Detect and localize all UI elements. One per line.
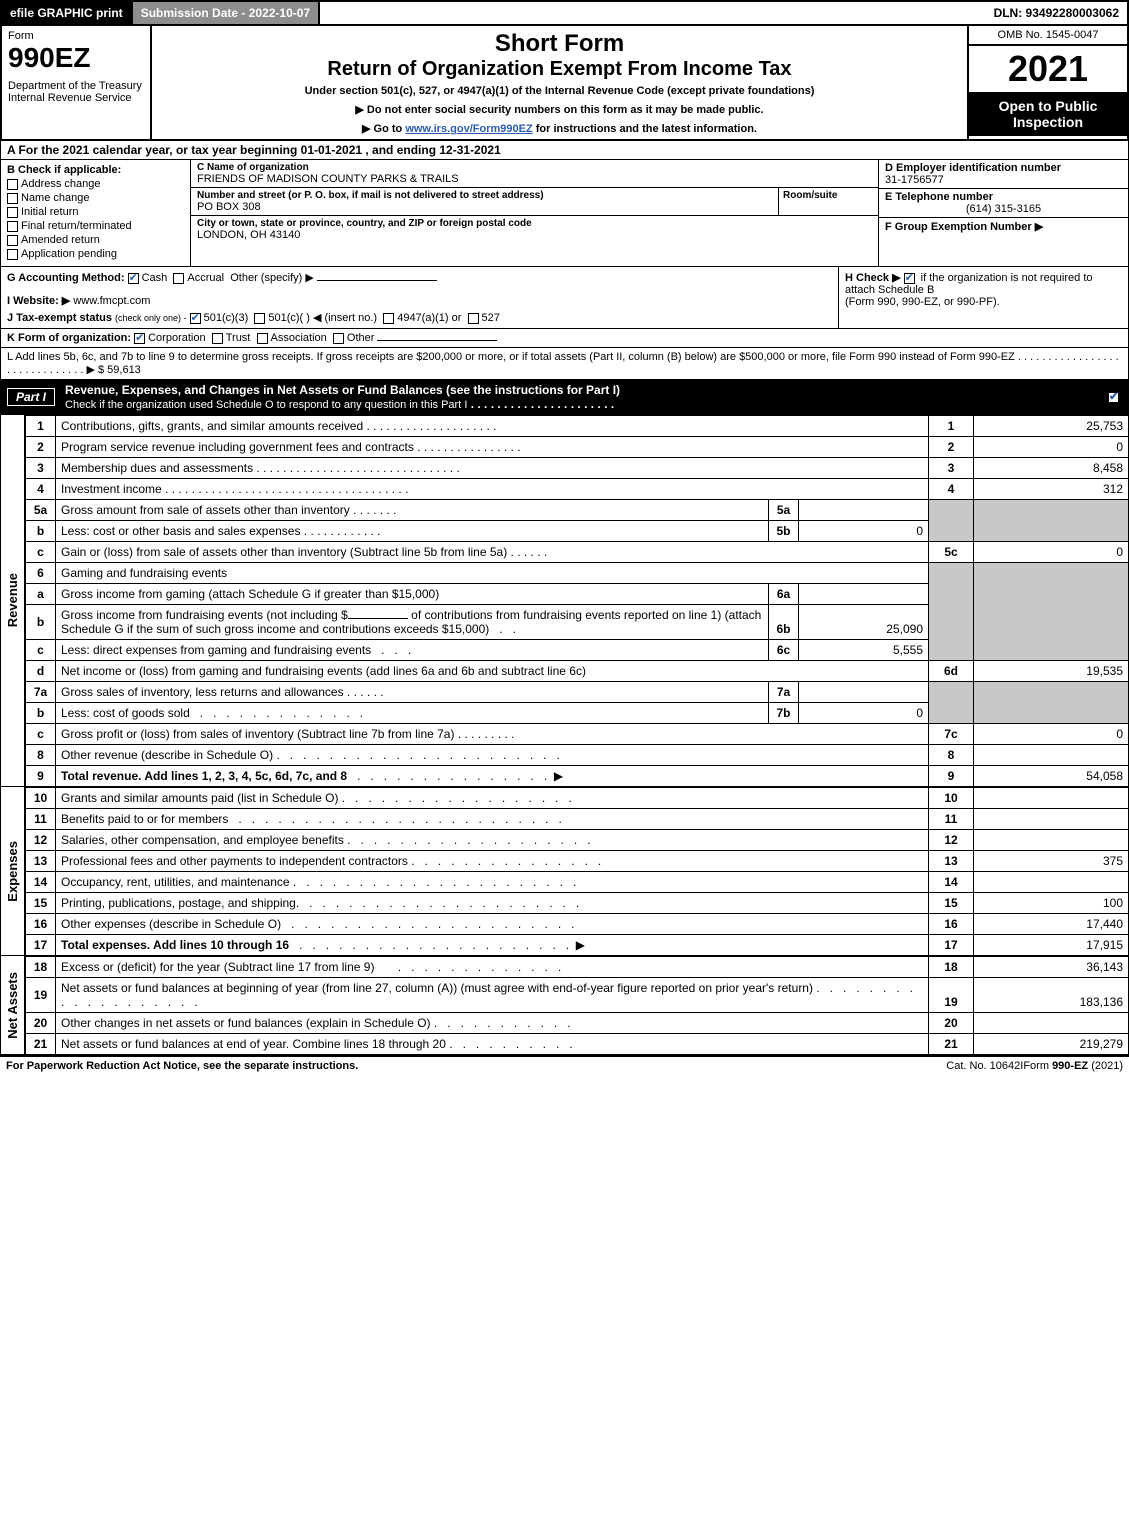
line-11: 11Benefits paid to or for members . . . … — [26, 809, 1129, 830]
row-k: K Form of organization: Corporation Trus… — [0, 329, 1129, 348]
expenses-table: 10Grants and similar amounts paid (list … — [25, 787, 1129, 956]
page-footer: For Paperwork Reduction Act Notice, see … — [0, 1055, 1129, 1075]
subtitle-warning: ▶ Do not enter social security numbers o… — [158, 103, 961, 116]
net-assets-table: 18Excess or (deficit) for the year (Subt… — [25, 956, 1129, 1055]
chk-cash[interactable] — [128, 273, 139, 284]
omb-number: OMB No. 1545-0047 — [969, 26, 1127, 46]
street-label: Number and street (or P. O. box, if mail… — [197, 190, 778, 201]
chk-501c[interactable] — [254, 313, 265, 324]
tax-year: 2021 — [969, 46, 1127, 92]
revenue-label: Revenue — [5, 573, 20, 627]
net-assets-section: Net Assets 18Excess or (deficit) for the… — [0, 956, 1129, 1055]
line-7c: cGross profit or (loss) from sales of in… — [26, 724, 1129, 745]
expenses-label: Expenses — [5, 841, 20, 902]
line-4: 4Investment income . . . . . . . . . . .… — [26, 479, 1129, 500]
line-18: 18Excess or (deficit) for the year (Subt… — [26, 957, 1129, 978]
form-number: 990EZ — [8, 42, 144, 74]
check-applicable-label: B Check if applicable: — [7, 164, 184, 176]
website: www.fmcpt.com — [73, 295, 150, 307]
ein: 31-1756577 — [885, 174, 1122, 186]
street: PO BOX 308 — [197, 201, 778, 213]
row-l: L Add lines 5b, 6c, and 7b to line 9 to … — [0, 348, 1129, 380]
room-label: Room/suite — [783, 190, 878, 201]
part-i-header: Part I Revenue, Expenses, and Changes in… — [0, 380, 1129, 415]
line-13: 13Professional fees and other payments t… — [26, 851, 1129, 872]
org-name: FRIENDS OF MADISON COUNTY PARKS & TRAILS — [197, 173, 872, 185]
line-14: 14Occupancy, rent, utilities, and mainte… — [26, 872, 1129, 893]
h-check-pre: H Check ▶ — [845, 272, 901, 284]
line-5a: 5aGross amount from sale of assets other… — [26, 500, 1129, 521]
section-gh: G Accounting Method: Cash Accrual Other … — [0, 267, 1129, 329]
tax-exempt-label: J Tax-exempt status — [7, 312, 112, 324]
dln: DLN: 93492280003062 — [986, 2, 1127, 24]
line-8: 8Other revenue (describe in Schedule O) … — [26, 745, 1129, 766]
chk-527[interactable] — [468, 313, 479, 324]
chk-501c3[interactable] — [190, 313, 201, 324]
line-20: 20Other changes in net assets or fund ba… — [26, 1013, 1129, 1034]
chk-name-change[interactable]: Name change — [7, 192, 184, 204]
chk-schedule-o[interactable] — [1108, 392, 1119, 403]
chk-corporation[interactable] — [134, 333, 145, 344]
tel-label: E Telephone number — [885, 191, 1122, 203]
irs-link[interactable]: www.irs.gov/Form990EZ — [405, 123, 532, 135]
tel: (614) 315-3165 — [885, 203, 1122, 215]
revenue-section: Revenue 1Contributions, gifts, grants, a… — [0, 415, 1129, 787]
line-9: 9Total revenue. Add lines 1, 2, 3, 4, 5c… — [26, 766, 1129, 787]
part-i-label: Part I — [7, 388, 55, 406]
chk-trust[interactable] — [212, 333, 223, 344]
footer-catno: Cat. No. 10642I — [946, 1060, 1023, 1072]
line-12: 12Salaries, other compensation, and empl… — [26, 830, 1129, 851]
line-7a: 7aGross sales of inventory, less returns… — [26, 682, 1129, 703]
form-label: Form — [8, 30, 144, 42]
footer-notice: For Paperwork Reduction Act Notice, see … — [6, 1060, 946, 1072]
expenses-section: Expenses 10Grants and similar amounts pa… — [0, 787, 1129, 956]
chk-final-return[interactable]: Final return/terminated — [7, 220, 184, 232]
short-form-title: Short Form — [158, 30, 961, 58]
line-5c: cGain or (loss) from sale of assets othe… — [26, 542, 1129, 563]
chk-address-change[interactable]: Address change — [7, 178, 184, 190]
form-title: Return of Organization Exempt From Incom… — [158, 58, 961, 81]
chk-association[interactable] — [257, 333, 268, 344]
efile-print-button[interactable]: efile GRAPHIC print — [2, 2, 133, 24]
chk-application-pending[interactable]: Application pending — [7, 248, 184, 260]
line-19: 19Net assets or fund balances at beginni… — [26, 978, 1129, 1013]
line-15: 15Printing, publications, postage, and s… — [26, 893, 1129, 914]
city-label: City or town, state or province, country… — [197, 218, 872, 229]
line-6d: dNet income or (loss) from gaming and fu… — [26, 661, 1129, 682]
chk-accrual[interactable] — [173, 273, 184, 284]
subtitle-link-row: ▶ Go to www.irs.gov/Form990EZ for instru… — [158, 122, 961, 135]
chk-other-org[interactable] — [333, 333, 344, 344]
website-label: I Website: ▶ — [7, 295, 70, 307]
subtitle-code: Under section 501(c), 527, or 4947(a)(1)… — [158, 85, 961, 97]
open-inspection: Open to Public Inspection — [969, 92, 1127, 136]
org-name-label: C Name of organization — [197, 162, 872, 173]
chk-schedule-b[interactable] — [904, 273, 915, 284]
accounting-method-label: G Accounting Method: — [7, 272, 125, 284]
line-17: 17Total expenses. Add lines 10 through 1… — [26, 935, 1129, 956]
city: LONDON, OH 43140 — [197, 229, 872, 241]
top-bar: efile GRAPHIC print Submission Date - 20… — [0, 0, 1129, 26]
line-3: 3Membership dues and assessments . . . .… — [26, 458, 1129, 479]
chk-amended-return[interactable]: Amended return — [7, 234, 184, 246]
line-6: 6Gaming and fundraising events — [26, 563, 1129, 584]
department: Department of the Treasury Internal Reve… — [8, 80, 144, 104]
line-1: 1Contributions, gifts, grants, and simil… — [26, 416, 1129, 437]
group-exemption-label: F Group Exemption Number ▶ — [885, 220, 1122, 233]
form-header: Form 990EZ Department of the Treasury In… — [0, 26, 1129, 141]
chk-initial-return[interactable]: Initial return — [7, 206, 184, 218]
ein-label: D Employer identification number — [885, 162, 1122, 174]
h-check-sub: (Form 990, 990-EZ, or 990-PF). — [845, 296, 1000, 308]
line-10: 10Grants and similar amounts paid (list … — [26, 788, 1129, 809]
revenue-table: 1Contributions, gifts, grants, and simil… — [25, 415, 1129, 787]
row-a-tax-year: A For the 2021 calendar year, or tax yea… — [0, 141, 1129, 160]
chk-4947[interactable] — [383, 313, 394, 324]
line-16: 16Other expenses (describe in Schedule O… — [26, 914, 1129, 935]
section-bcd: B Check if applicable: Address change Na… — [0, 160, 1129, 267]
net-assets-label: Net Assets — [5, 972, 20, 1039]
footer-formno: Form 990-EZ (2021) — [1023, 1060, 1123, 1072]
line-21: 21Net assets or fund balances at end of … — [26, 1034, 1129, 1055]
submission-date: Submission Date - 2022-10-07 — [133, 2, 320, 24]
line-2: 2Program service revenue including gover… — [26, 437, 1129, 458]
